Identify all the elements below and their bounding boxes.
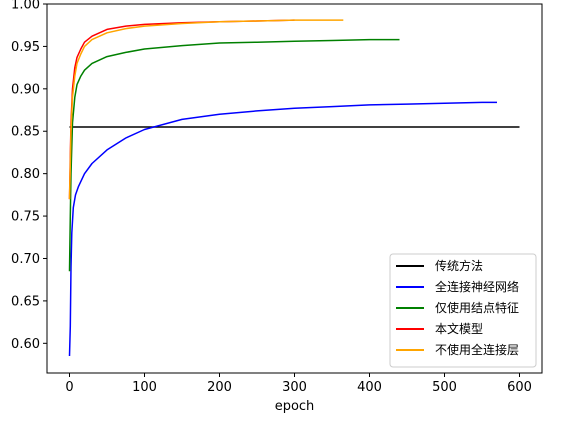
y-tick-label: 0.65 (11, 294, 40, 309)
x-axis-label: epoch (275, 399, 315, 414)
legend-label: 传统方法 (435, 258, 483, 273)
y-tick-label: 0.95 (11, 40, 40, 55)
series-line-1 (68, 101, 497, 357)
y-tick-label: 0.60 (11, 337, 40, 352)
x-tick-label: 200 (207, 380, 232, 395)
x-tick-label: 400 (357, 380, 382, 395)
x-tick-label: 100 (132, 380, 157, 395)
y-tick-label: 0.75 (11, 210, 40, 225)
legend-box (389, 253, 537, 368)
legend-label: 本文模型 (435, 321, 483, 336)
y-tick-label: 0.80 (11, 167, 40, 182)
legend-label: 全连接神经网络 (435, 279, 519, 294)
legend-label: 不使用全连接层 (435, 342, 519, 357)
series-line-3 (68, 19, 295, 200)
y-tick-label: 1.00 (11, 0, 40, 13)
x-tick-label: 300 (282, 380, 307, 395)
series-line-2 (68, 38, 400, 272)
x-tick-label: 600 (507, 380, 532, 395)
y-tick-label: 0.90 (11, 82, 40, 97)
y-tick-label: 0.85 (11, 125, 40, 140)
y-tick-label: 0.70 (11, 252, 40, 267)
series-line-4 (68, 19, 344, 200)
x-tick-label: 500 (432, 380, 457, 395)
legend-label: 仅使用结点特征 (435, 300, 519, 315)
axes-layer: 0 100 200 300 400 500 600 0.60 0.65 0.70 0.75 0.80 0… (11, 0, 532, 395)
x-tick-label: 0 (65, 380, 73, 395)
series-layer (68, 19, 520, 357)
